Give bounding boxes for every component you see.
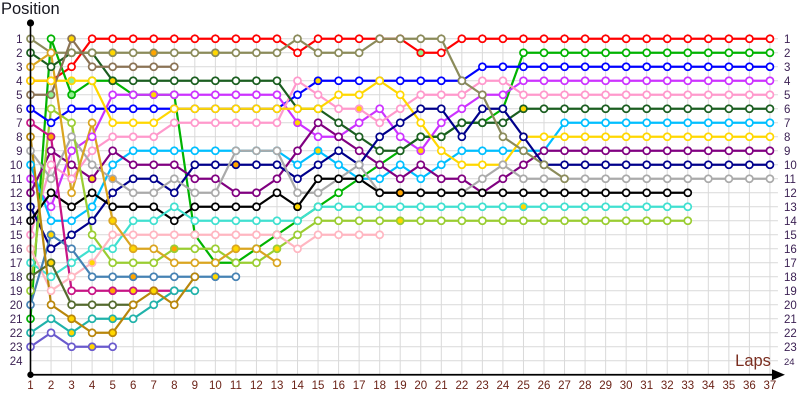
svg-text:30: 30 bbox=[620, 380, 633, 392]
svg-text:6: 6 bbox=[784, 104, 790, 116]
svg-text:14: 14 bbox=[10, 216, 23, 228]
svg-text:2: 2 bbox=[48, 380, 54, 392]
svg-text:Position: Position bbox=[1, 0, 60, 18]
svg-text:10: 10 bbox=[784, 160, 797, 172]
svg-text:27: 27 bbox=[558, 380, 571, 392]
svg-text:20: 20 bbox=[10, 300, 23, 312]
svg-text:22: 22 bbox=[10, 328, 23, 340]
svg-text:16: 16 bbox=[332, 380, 345, 392]
svg-text:19: 19 bbox=[784, 286, 797, 298]
svg-text:8: 8 bbox=[784, 132, 790, 144]
svg-text:3: 3 bbox=[16, 62, 22, 74]
svg-text:8: 8 bbox=[171, 380, 177, 392]
svg-text:20: 20 bbox=[784, 300, 797, 312]
svg-text:3: 3 bbox=[68, 380, 74, 392]
svg-text:13: 13 bbox=[784, 202, 797, 214]
svg-text:8: 8 bbox=[16, 132, 22, 144]
svg-text:11: 11 bbox=[230, 380, 242, 392]
svg-text:19: 19 bbox=[10, 286, 23, 298]
svg-text:37: 37 bbox=[764, 380, 777, 392]
svg-text:13: 13 bbox=[10, 202, 23, 214]
svg-text:13: 13 bbox=[271, 380, 284, 392]
svg-text:5: 5 bbox=[109, 380, 115, 392]
svg-text:26: 26 bbox=[538, 380, 551, 392]
svg-text:21: 21 bbox=[435, 380, 448, 392]
svg-text:5: 5 bbox=[16, 90, 22, 102]
svg-text:1: 1 bbox=[16, 34, 22, 46]
svg-text:23: 23 bbox=[10, 342, 23, 354]
svg-text:4: 4 bbox=[89, 380, 96, 392]
svg-text:28: 28 bbox=[579, 380, 592, 392]
svg-text:1: 1 bbox=[784, 34, 790, 46]
svg-text:10: 10 bbox=[10, 160, 23, 172]
svg-text:34: 34 bbox=[702, 380, 715, 392]
svg-text:20: 20 bbox=[414, 380, 427, 392]
svg-text:1: 1 bbox=[27, 380, 33, 392]
svg-text:2: 2 bbox=[784, 48, 790, 60]
svg-text:16: 16 bbox=[10, 244, 23, 256]
svg-text:32: 32 bbox=[661, 380, 674, 392]
svg-text:9: 9 bbox=[16, 146, 22, 158]
svg-text:31: 31 bbox=[640, 380, 653, 392]
svg-text:7: 7 bbox=[784, 118, 790, 130]
svg-text:3: 3 bbox=[784, 62, 790, 74]
svg-text:19: 19 bbox=[394, 380, 407, 392]
svg-text:12: 12 bbox=[10, 188, 23, 200]
svg-text:15: 15 bbox=[784, 230, 797, 242]
svg-text:17: 17 bbox=[10, 258, 23, 270]
svg-text:14: 14 bbox=[784, 216, 797, 228]
svg-text:35: 35 bbox=[722, 380, 735, 392]
svg-text:24: 24 bbox=[10, 356, 23, 368]
svg-text:10: 10 bbox=[209, 380, 222, 392]
svg-text:2: 2 bbox=[16, 48, 22, 60]
svg-text:18: 18 bbox=[784, 272, 797, 284]
svg-text:6: 6 bbox=[16, 104, 22, 116]
svg-text:22: 22 bbox=[784, 328, 797, 340]
svg-text:18: 18 bbox=[10, 272, 23, 284]
svg-text:21: 21 bbox=[784, 314, 797, 326]
svg-text:12: 12 bbox=[250, 380, 263, 392]
svg-text:23: 23 bbox=[476, 380, 489, 392]
svg-text:9: 9 bbox=[192, 380, 198, 392]
svg-text:6: 6 bbox=[130, 380, 136, 392]
svg-text:25: 25 bbox=[517, 380, 530, 392]
svg-text:24: 24 bbox=[497, 380, 510, 392]
svg-text:Laps: Laps bbox=[735, 352, 771, 370]
svg-text:17: 17 bbox=[784, 258, 797, 270]
svg-text:15: 15 bbox=[312, 380, 325, 392]
svg-text:11: 11 bbox=[11, 174, 23, 186]
svg-text:7: 7 bbox=[16, 118, 22, 130]
svg-text:5: 5 bbox=[784, 90, 790, 102]
svg-text:7: 7 bbox=[151, 380, 157, 392]
svg-text:21: 21 bbox=[10, 314, 23, 326]
svg-text:24: 24 bbox=[784, 357, 795, 368]
svg-text:16: 16 bbox=[784, 244, 797, 256]
svg-text:4: 4 bbox=[784, 76, 791, 88]
svg-text:17: 17 bbox=[353, 380, 366, 392]
svg-text:11: 11 bbox=[784, 174, 796, 186]
svg-text:22: 22 bbox=[455, 380, 468, 392]
svg-text:29: 29 bbox=[599, 380, 612, 392]
svg-text:23: 23 bbox=[784, 342, 797, 354]
svg-text:33: 33 bbox=[681, 380, 694, 392]
svg-text:36: 36 bbox=[743, 380, 756, 392]
svg-text:18: 18 bbox=[373, 380, 386, 392]
svg-text:14: 14 bbox=[291, 380, 304, 392]
svg-text:15: 15 bbox=[10, 230, 23, 242]
svg-text:9: 9 bbox=[784, 146, 790, 158]
svg-text:12: 12 bbox=[784, 188, 797, 200]
svg-text:4: 4 bbox=[16, 76, 23, 88]
